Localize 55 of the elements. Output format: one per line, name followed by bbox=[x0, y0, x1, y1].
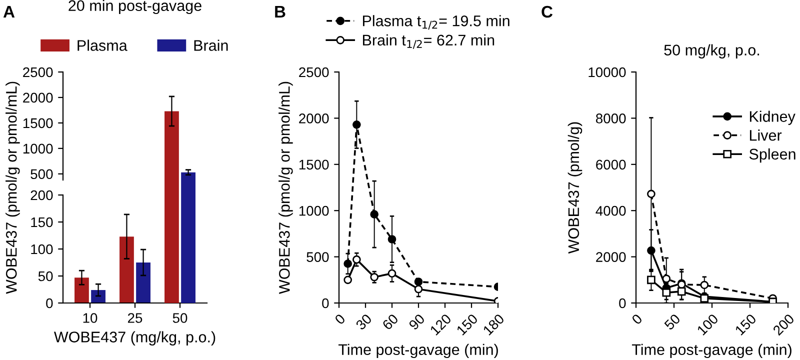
y-tick-label: 1000 bbox=[299, 206, 329, 216]
legend-label: Plasma t$_{1/2}$= 19.5 min bbox=[362, 15, 510, 30]
x-tick-label: 200 bbox=[772, 313, 795, 336]
y-tick-label: 2500 bbox=[23, 67, 53, 78]
x-axis-title: Time post-gavage (min) bbox=[632, 344, 792, 358]
legend-label: Spleen bbox=[749, 148, 796, 163]
y-tick-label: 6000 bbox=[596, 160, 626, 170]
y-axis-title: WOBE437 (pmol/g or pmol/mL) bbox=[278, 82, 293, 294]
chart-title: 20 min post-gavage bbox=[68, 0, 202, 14]
x-tick-label: 150 bbox=[456, 313, 478, 336]
y-axis-title: WOBE437 (pmol/g or pmol/mL) bbox=[6, 82, 20, 294]
text: C bbox=[542, 6, 553, 18]
x-tick-label: 30 bbox=[355, 313, 372, 330]
y-tick-label: 1500 bbox=[299, 160, 329, 170]
y-tick-label: 0 bbox=[322, 298, 329, 308]
text: A bbox=[3, 6, 15, 18]
x-tick-label: 50 bbox=[664, 313, 681, 330]
y-tick-label: 500 bbox=[30, 169, 53, 180]
x-tick-label: 150 bbox=[734, 313, 757, 336]
chart-title: 50 mg/kg, p.o. bbox=[664, 44, 760, 59]
x-tick-label: 0 bbox=[334, 313, 346, 326]
y-tick-label: 100 bbox=[31, 244, 53, 254]
y-tick-label: 2000 bbox=[299, 114, 329, 124]
y-tick-label: 2500 bbox=[299, 67, 329, 78]
y-tick-label: 8000 bbox=[596, 114, 626, 124]
x-axis-title: WOBE437 (mg/kg, p.o.) bbox=[54, 331, 216, 346]
y-tick-label: 0 bbox=[46, 298, 53, 308]
y-tick-label: 2000 bbox=[23, 92, 53, 103]
x-tick-label: 25 bbox=[128, 313, 142, 323]
y-tick-label: 1500 bbox=[23, 118, 53, 128]
y-tick-label: 0 bbox=[619, 298, 626, 308]
x-tick-label: 120 bbox=[430, 313, 452, 336]
legend-label: Liver bbox=[750, 130, 782, 141]
x-tick-label: 90 bbox=[408, 313, 426, 330]
x-tick-label: 50 bbox=[172, 313, 188, 323]
text: B bbox=[275, 6, 286, 18]
y-axis-title: WOBE437 (pmol/g) bbox=[568, 122, 582, 254]
x-tick-label: 60 bbox=[382, 313, 399, 330]
legend-label: Brain bbox=[194, 40, 228, 51]
y-tick-label: 500 bbox=[306, 252, 329, 262]
y-tick-label: 10000 bbox=[588, 67, 626, 78]
legend-label: Brain t$_{1/2}$= 62.7 min bbox=[362, 34, 494, 49]
x-tick-label: 10 bbox=[83, 313, 98, 323]
y-tick-label: 200 bbox=[30, 190, 53, 200]
y-tick-label: 50 bbox=[38, 271, 53, 282]
y-tick-label: 4000 bbox=[596, 206, 626, 216]
y-tick-label: 2000 bbox=[596, 252, 626, 262]
y-tick-label: 150 bbox=[31, 217, 53, 228]
y-tick-label: 1000 bbox=[23, 144, 53, 154]
x-tick-label: 180 bbox=[482, 313, 505, 336]
legend-label: Plasma bbox=[78, 40, 128, 51]
x-axis-title: Time post-gavage (min) bbox=[338, 344, 498, 358]
legend-label: Kidney bbox=[750, 110, 796, 125]
x-tick-label: 100 bbox=[696, 313, 719, 336]
x-tick-label: 0 bbox=[631, 313, 643, 326]
